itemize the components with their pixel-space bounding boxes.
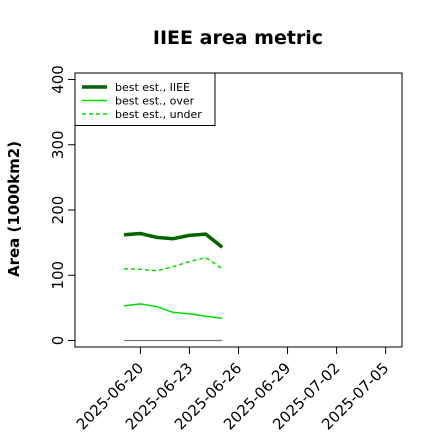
y-axis: 0 100 200 300 400 (49, 65, 75, 345)
series-line-best-est-under (123, 256, 223, 272)
chart-title: IIEE area metric (153, 27, 323, 49)
series-line-best-est-iiee (123, 231, 224, 249)
y-axis-label: Area (1000km2) (5, 141, 23, 277)
x-axis: 2025-06-202025-06-232025-06-262025-06-29… (73, 347, 392, 433)
legend-label: best est., under (115, 108, 202, 121)
legend-label: best est., IIEE (115, 81, 190, 94)
y-tick-label: 0 (49, 336, 67, 346)
y-tick-label: 100 (49, 261, 67, 290)
series-line-best-est-over (123, 303, 223, 320)
legend-label: best est., over (115, 95, 195, 108)
series-lines (123, 231, 224, 342)
legend-box (74, 72, 216, 126)
y-tick-label: 200 (49, 196, 67, 225)
y-tick-label: 400 (49, 65, 67, 94)
y-tick-label: 300 (49, 130, 67, 159)
